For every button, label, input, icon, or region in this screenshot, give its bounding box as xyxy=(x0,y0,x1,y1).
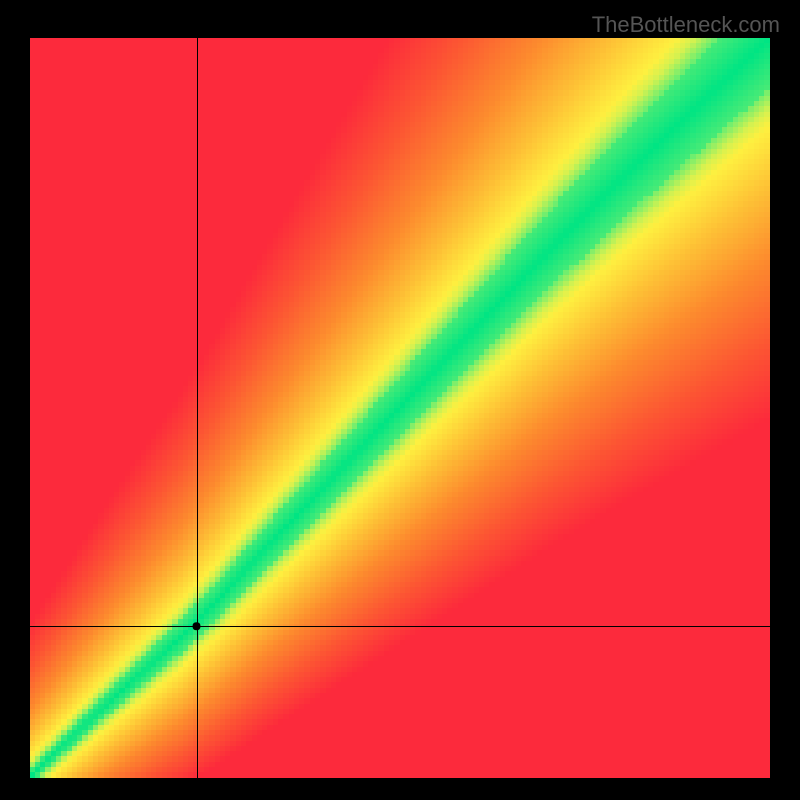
bottleneck-heatmap xyxy=(30,38,770,778)
chart-container: TheBottleneck.com xyxy=(0,0,800,800)
watermark-text: TheBottleneck.com xyxy=(592,12,780,38)
